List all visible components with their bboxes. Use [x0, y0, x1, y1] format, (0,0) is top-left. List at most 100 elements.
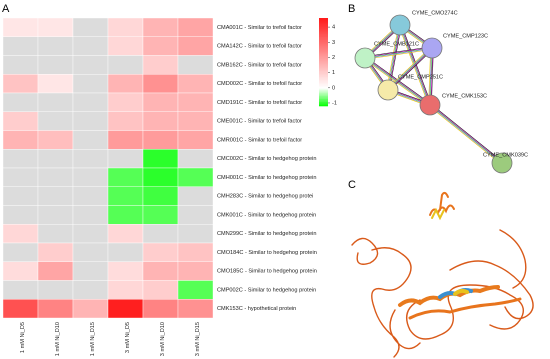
panel-label: A [2, 3, 10, 15]
heat-cell [177, 242, 214, 262]
colorbar-step [319, 101, 328, 104]
colorbar-step [319, 20, 328, 23]
heat-cell [142, 205, 179, 225]
colorbar-step [319, 100, 328, 102]
heat-cell [107, 111, 144, 131]
heat-cell [142, 167, 179, 187]
heat-cell [177, 17, 214, 37]
coil [351, 229, 534, 358]
row-label: CMB162C - Similar to trefoil factor [217, 62, 302, 68]
network-node [421, 37, 443, 59]
heat-cell [142, 17, 179, 37]
heat-cell [177, 299, 214, 319]
colorbar-step [319, 86, 328, 89]
network-edge [430, 104, 503, 163]
missing-cell [37, 36, 74, 56]
missing-cell [72, 111, 109, 131]
colorbar-step [319, 50, 328, 53]
colorbar-step [319, 72, 328, 75]
column-label: 1 mM Ni_D5 [20, 322, 26, 353]
heat-cell [107, 205, 144, 225]
heat-cell [142, 149, 179, 169]
missing-cell [37, 224, 74, 244]
network-edge [429, 105, 502, 164]
heat-cell [142, 261, 179, 281]
heat-cell [177, 261, 214, 281]
heat-cell [72, 299, 109, 319]
heat-cell [107, 36, 144, 56]
node-label: CYME_CMK039C [483, 152, 528, 158]
missing-cell [2, 242, 39, 262]
colorbar-step [319, 62, 328, 64]
column-label: 1 mM Ni_D15 [90, 322, 96, 356]
row-label: CMH001C - Similar to hedgehog protein [217, 175, 317, 181]
heat-cell [37, 130, 74, 150]
colorbar-step [319, 37, 328, 39]
network-node [419, 94, 441, 116]
heat-cell [142, 242, 179, 262]
missing-cell [72, 280, 109, 300]
heat-cell [142, 74, 179, 94]
missing-cell [107, 242, 144, 262]
row-label: CMR001C - Similar to trefoil factor [217, 137, 302, 143]
missing-cell [2, 167, 39, 187]
colorbar-step [319, 84, 328, 86]
colorbar-step [319, 35, 328, 38]
missing-cell [177, 205, 214, 225]
network-edge [430, 103, 504, 163]
node-label: CYME_CMB121C [374, 41, 419, 47]
missing-cell [107, 149, 144, 169]
colorbar-step [319, 26, 328, 29]
row-label: CMH283C - Similar to hedgehog protei [217, 194, 313, 200]
colorbar-step [319, 78, 328, 80]
row-label: CMC002C - Similar to hedgehog protein [217, 156, 317, 162]
heat-cell [2, 111, 39, 131]
network-edge [365, 49, 433, 60]
row-label: CMA142C - Similar to trefoil factor [217, 44, 302, 50]
heat-cell [142, 299, 179, 319]
network: CYME_CMO274C CYME_CMB121C CYME_CMP123C CYME… [354, 10, 528, 174]
heat-cell [177, 111, 214, 131]
missing-cell [72, 167, 109, 187]
missing-cell [37, 186, 74, 206]
column-label: 3 mM Ni_D15 [195, 322, 201, 356]
node-label: CYME_CMK153C [442, 93, 487, 99]
network-edge [388, 25, 401, 91]
missing-cell [177, 55, 214, 75]
missing-cell [37, 280, 74, 300]
node-label: CYME_CMP251C [398, 74, 443, 80]
colorbar-step [319, 63, 328, 66]
row-label: CMA001C - Similar to trefoil factor [217, 25, 302, 31]
colorbar-label: 3 [332, 40, 335, 46]
row-label: CMP002C - Similar to hedgehog protein [217, 287, 316, 293]
network-edge [389, 25, 402, 91]
missing-cell [2, 205, 39, 225]
missing-cell [37, 149, 74, 169]
heat-cell [142, 92, 179, 112]
missing-cell [37, 92, 74, 112]
missing-cell [177, 224, 214, 244]
row-label: CMO184C - Similar to hedgehog protein [217, 250, 317, 256]
colorbar-step [319, 18, 328, 20]
missing-cell [2, 36, 39, 56]
colorbar-step [319, 73, 328, 76]
colorbar-step [319, 67, 328, 70]
colorbar-step [319, 32, 328, 35]
colorbar-label: 4 [332, 25, 335, 31]
colorbar-step [319, 54, 328, 57]
heat-cell [37, 261, 74, 281]
network-edge [364, 47, 432, 58]
colorbar-step [319, 98, 328, 101]
colorbar-step [319, 95, 328, 98]
colorbar-step [319, 70, 328, 73]
heat-cell [107, 167, 144, 187]
missing-cell [2, 92, 39, 112]
row-label: CMK001C - Similar to hedgehog protein [217, 212, 316, 218]
missing-cell [72, 36, 109, 56]
colorbar-step [319, 47, 328, 50]
colorbar-step [319, 25, 328, 28]
colorbar-step [319, 51, 328, 54]
missing-cell [72, 74, 109, 94]
heat-cell [2, 261, 39, 281]
colorbar-step [319, 34, 328, 36]
